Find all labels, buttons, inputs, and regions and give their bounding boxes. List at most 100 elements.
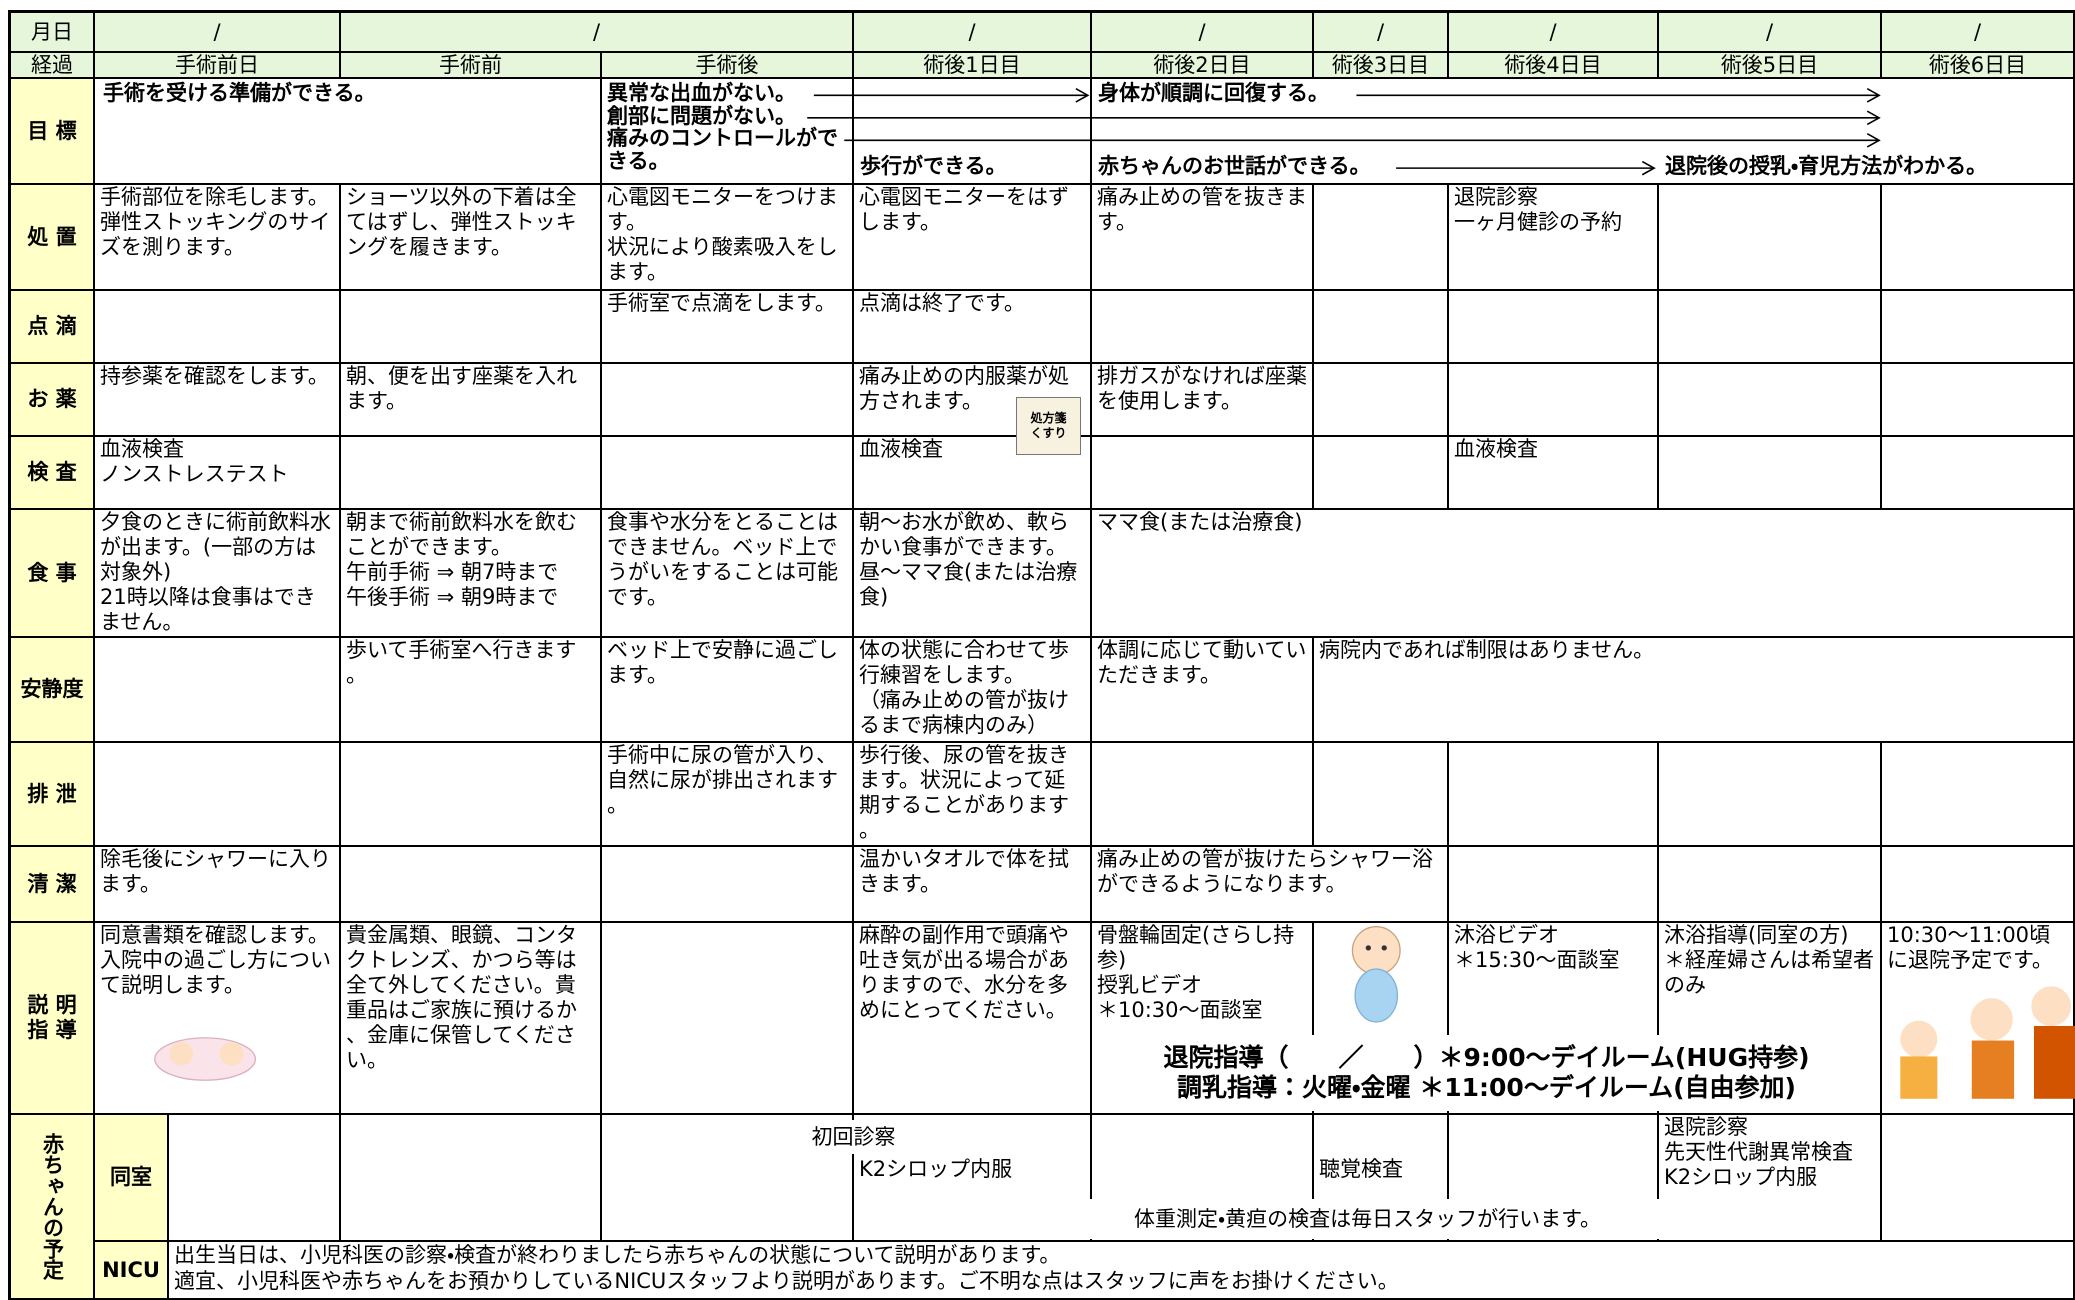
schedule-cell [1659,847,1882,923]
schedule-cell: 痛み止めの管が抜けたらシャワー浴ができるようになります。 [1092,847,1449,923]
schedule-cell [1882,437,2075,510]
schedule-cell: 病院内であれば制限はありません。 [1314,638,2075,743]
schedule-cell: 痛み止めの内服薬が処方されます。 [854,364,1092,437]
schedule-cell [602,923,854,1115]
schedule-cell [95,291,341,364]
daily-note: 体重測定・黄疸の検査は毎日スタッフが行います。 [856,1199,1879,1239]
schedule-cell: 点滴は終了です。 [854,291,1092,364]
schedule-cell: 体調に応じて動いていただきます。 [1092,638,1314,743]
schedule-cell [1314,185,1449,291]
sub-label: 同室 [95,1115,169,1242]
row-label: 検 査 [11,437,95,510]
schedule-cell [1882,291,2075,364]
schedule-cell: ベッド上で安静に過ごします。 [602,638,854,743]
schedule-cell [341,847,602,923]
date-cell: / [1092,13,1314,53]
baby-cell: K2シロップ内服 [854,1115,1092,1242]
schedule-cell [95,638,341,743]
row-label: 処 置 [11,185,95,291]
date-cell: / [95,13,341,53]
schedule-cell: 血液検査 [854,437,1092,510]
schedule-cell: 温かいタオルで体を拭きます。 [854,847,1092,923]
baby-cell [602,1115,854,1242]
schedule-cell [1314,923,1449,1115]
schedule-cell: 朝、便を出す座薬を入れます。 [341,364,602,437]
row-label: 赤ちゃんの予定 [11,1115,95,1300]
day-cell: 手術後 [602,53,854,79]
schedule-cell: 手術室で点滴をします。 [602,291,854,364]
goal-cell [95,79,602,185]
nicu-line: 出生当日は、小児科医の診察・検査が終わりましたら赤ちゃんの状態について説明があり… [174,1243,1061,1267]
schedule-cell [602,437,854,510]
goal-text: 手術を受ける準備ができる。 [103,81,376,105]
goal-cell [854,79,1092,185]
schedule-cell [1314,291,1449,364]
row-label: 説 明 指 導 [11,923,95,1115]
goal-text: 異常な出血がない。 [607,81,796,105]
schedule-cell [1449,364,1659,437]
date-cell: / [1882,13,2075,53]
goal-text: 赤ちゃんのお世話ができる。 [1098,154,1371,178]
row-label: 安静度 [11,638,95,743]
schedule-cell: 貴金属類、眼鏡、コンタクトレンズ、かつら等は全て外してください。貴重品はご家族に… [341,923,602,1115]
schedule-cell [1314,364,1449,437]
schedule-cell: 持参薬を確認をします。 [95,364,341,437]
schedule-cell: 痛み止めの管を抜きます。 [1092,185,1314,291]
schedule-cell: 血液検査 ノンストレステスト [95,437,341,510]
schedule-cell: 夕食のときに術前飲料水が出ます。(一部の方は対象外) 21時以降は食事はできませ… [95,510,341,638]
schedule-cell: 10:30～11:00頃に退院予定です。 [1882,923,2075,1115]
schedule-cell [1092,291,1314,364]
baby-cell [169,1115,341,1242]
day-cell: 手術前 [341,53,602,79]
sub-label: NICU [95,1242,169,1300]
baby-cell: 聴覚検査 [1314,1115,1449,1242]
day-cell: 手術前日 [95,53,341,79]
goal-text: 痛みのコントロールができる。 [607,126,838,173]
schedule-cell: 麻酔の副作用で頭痛や吐き気が出る場合がありますので、水分を多めにとってください。 [854,923,1092,1115]
baby-cell [1449,1115,1659,1242]
schedule-cell: ショーツ以外の下着は全てはずし、弾性ストッキングを履きます。 [341,185,602,291]
first-exam: 初回診察 [794,1120,913,1154]
schedule-cell [1659,743,1882,847]
schedule-cell [602,364,854,437]
schedule-cell [1882,364,2075,437]
row-label: 清 潔 [11,847,95,923]
schedule-cell: 朝～お水が飲め、軟らかい食事ができます。 昼～ママ食(または治療食) [854,510,1092,638]
schedule-cell [341,437,602,510]
medicine-icon: 処方箋 くすり [1016,397,1081,455]
row-label: 食 事 [11,510,95,638]
nicu-line: 適宜、小児科医や赤ちゃんをお預かりしているNICUスタッフより説明があります。ご… [174,1269,1399,1293]
goal-text: 身体が順調に回復する。 [1098,81,1329,105]
schedule-cell [1659,437,1882,510]
schedule-cell: 体の状態に合わせて歩行練習をします。 （痛み止めの管が抜けるまで病棟内のみ） [854,638,1092,743]
date-cell: / [1314,13,1449,53]
row-label: 排 泄 [11,743,95,847]
header-label: 月日 [11,13,95,53]
schedule-cell: 歩行後、尿の管を抜きます。状況によって延期することがあります。 [854,743,1092,847]
baby-cell [341,1115,602,1242]
schedule-cell [1092,437,1314,510]
schedule-cell: 退院診察 一ヶ月健診の予約 [1449,185,1659,291]
schedule-cell: 心電図モニターをつけます。 状況により酸素吸入をします。 [602,185,854,291]
note-line: 調乳指導：火曜・金曜 ＊11:00～デイルーム(自由参加) [1177,1073,1796,1102]
schedule-cell [341,743,602,847]
schedule-cell: 手術中に尿の管が入り、自然に尿が排出されます。 [602,743,854,847]
schedule-cell [1882,847,2075,923]
schedule-cell: 歩いて手術室へ行きます。 [341,638,602,743]
schedule-cell [1314,743,1449,847]
note-line: 退院指導（ ／ ）＊9:00～デイルーム(HUG持参) [1163,1043,1810,1072]
schedule-cell [95,743,341,847]
schedule-cell: 血液検査 [1449,437,1659,510]
schedule-cell: 沐浴指導(同室の方) ＊経産婦さんは希望者のみ [1659,923,1882,1115]
baby-cell: 退院診察 先天性代謝異常検査 K2シロップ内服 [1659,1115,1882,1242]
schedule-cell: 食事や水分をとることはできません。ベッド上でうがいをすることは可能です。 [602,510,854,638]
guidance-notes: 退院指導（ ／ ）＊9:00～デイルーム(HUG持参) 調乳指導：火曜・金曜 ＊1… [1094,1035,1879,1111]
day-cell: 術後2日目 [1092,53,1314,79]
schedule-cell [1449,743,1659,847]
schedule-cell [1659,364,1882,437]
schedule-cell: 除毛後にシャワーに入ります。 [95,847,341,923]
schedule-cell: 手術部位を除毛します。 弾性ストッキングのサイズを測ります。 [95,185,341,291]
baby-cell [1882,1115,2075,1242]
icon-text: くすり [1030,426,1067,440]
schedule-cell: ママ食(または治療食) [1092,510,2075,638]
